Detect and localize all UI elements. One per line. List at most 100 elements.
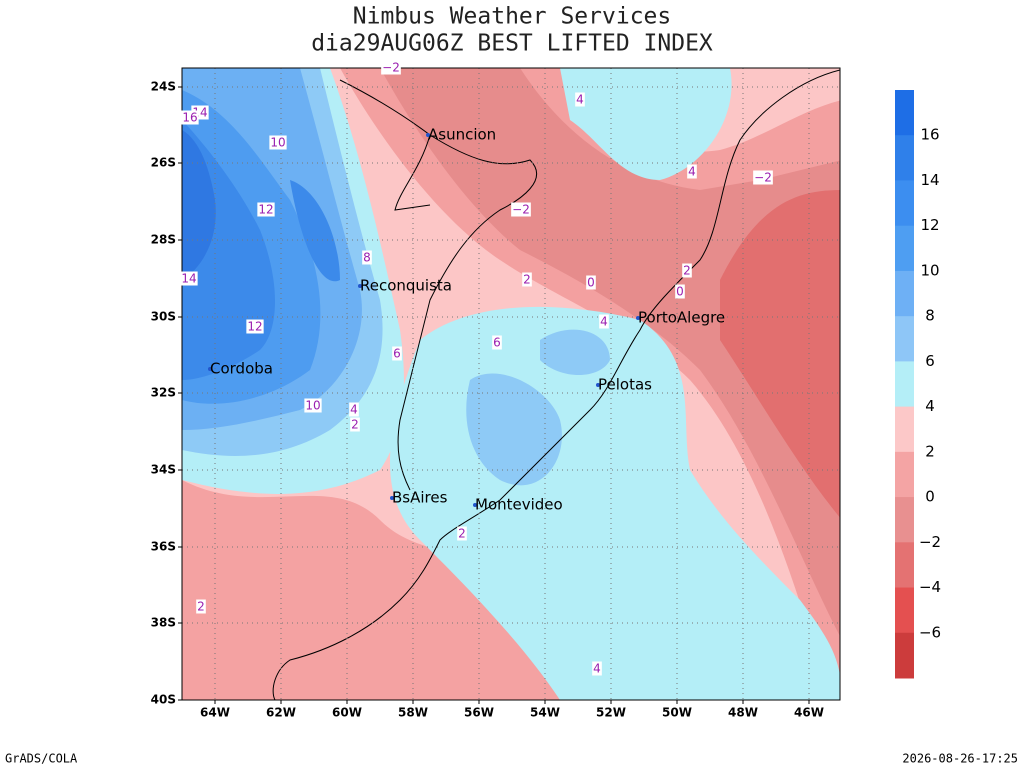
lon-label: 48W [728, 706, 758, 720]
contour-label-bg [257, 202, 275, 217]
contour-label-bg [381, 60, 401, 75]
lon-label: 54W [530, 706, 560, 720]
city-label: Asuncion [428, 126, 496, 144]
contour-label-bg [511, 202, 531, 217]
colorbar-label: 0 [925, 488, 935, 506]
contour-label: 14 [181, 272, 196, 286]
contour-label-bg [586, 275, 596, 290]
contour-label: 10 [305, 399, 320, 413]
colorbar-label: −6 [919, 623, 941, 641]
footer-right: 2026-08-26-17:25 [902, 752, 1018, 766]
contour-label: −2 [512, 203, 530, 217]
contour-label-bg [269, 135, 287, 150]
contour-label: 6 [493, 336, 501, 350]
lon-label: 62W [266, 706, 296, 720]
colorbar-swatch [895, 542, 914, 589]
contour-label: 4 [350, 403, 358, 417]
contour-label: 12 [247, 320, 262, 334]
lon-label: 60W [332, 706, 362, 720]
city-label: BsAires [392, 489, 448, 507]
contour-label: 6 [393, 347, 401, 361]
city-dot [208, 367, 212, 371]
colorbar-label: −4 [919, 578, 941, 596]
colorbar-label: 2 [925, 442, 935, 460]
contour-label: 0 [676, 285, 684, 299]
lat-label: 30S [151, 310, 176, 324]
lat-label: 28S [151, 233, 176, 247]
contour-label-bg [196, 599, 206, 614]
lon-label: 64W [200, 706, 230, 720]
city-dot [473, 503, 477, 507]
contour-label: 4 [600, 315, 608, 329]
colorbar-label: 8 [925, 307, 935, 325]
contour-label-bg [350, 417, 360, 432]
contour-label-bg [246, 319, 264, 334]
contour-label-bg [492, 335, 502, 350]
title: Nimbus Weather Services [353, 4, 672, 30]
city-dot [596, 383, 600, 387]
contour-label-bg [592, 661, 602, 676]
colorbar-swatch [895, 497, 914, 543]
contour-label: 16 [182, 111, 197, 125]
lon-label: 50W [662, 706, 692, 720]
contour-label-bg [687, 164, 697, 179]
contour-label-bg [349, 402, 359, 417]
city-dot [426, 133, 430, 137]
city-label: Reconquista [360, 277, 452, 295]
city-dot [390, 496, 394, 500]
colorbar-label: 10 [920, 261, 939, 279]
lat-label: 26S [151, 156, 176, 170]
contour-label: 0 [587, 276, 595, 290]
contour-label: 2 [197, 600, 205, 614]
map-frame [181, 67, 841, 701]
colorbar-label: 4 [925, 397, 935, 415]
colorbar-swatch [895, 406, 914, 453]
contour-label: 2 [351, 418, 359, 432]
city-dot [358, 284, 362, 288]
colorbar-swatch [895, 90, 914, 136]
contour-label-bg [392, 346, 402, 361]
lon-label: 56W [464, 706, 494, 720]
city-label: Pelotas [598, 376, 652, 394]
map-fill [182, 68, 840, 700]
colorbar-swatch [895, 135, 914, 181]
colorbar-label: 14 [920, 171, 939, 189]
lat-label: 34S [151, 463, 176, 477]
contour-label-bg [457, 526, 467, 541]
contour-label-bg [599, 314, 609, 329]
lat-label: 40S [151, 693, 176, 707]
contour-label: 4 [688, 165, 696, 179]
contour-label: 4 [576, 93, 584, 107]
colorbar-label: −2 [919, 533, 941, 551]
contour-label: 2 [458, 527, 466, 541]
colorbar-label: 12 [920, 216, 939, 234]
contour-label: 2 [523, 273, 531, 287]
colorbar-swatch [895, 270, 914, 317]
lat-label: 32S [151, 386, 176, 400]
lon-label: 52W [596, 706, 626, 720]
graticule [182, 68, 840, 700]
footer-left: GrADS/COLA [5, 752, 78, 766]
lon-label: 46W [794, 706, 824, 720]
contour-label-bg [675, 284, 685, 299]
colorbar-swatch [895, 451, 914, 498]
colorbar-swatch [895, 587, 914, 634]
colorbar-swatch [895, 632, 914, 679]
colorbar-label: 6 [925, 352, 935, 370]
contour-label-bg [682, 263, 692, 278]
colorbar-swatch [895, 361, 914, 408]
colorbar-swatch [895, 225, 914, 272]
colorbar-label: 16 [920, 126, 939, 144]
contour-label: 12 [258, 203, 273, 217]
lon-label: 58W [398, 706, 428, 720]
contour-label-bg [522, 272, 532, 287]
contour-label-bg [575, 92, 585, 107]
contour-label: −2 [382, 61, 400, 75]
lat-label: 38S [151, 616, 176, 630]
city-label: Cordoba [210, 360, 273, 378]
contour-label: −2 [754, 171, 772, 185]
contour-label-bg [753, 170, 773, 185]
subtitle: dia29AUG06Z BEST LIFTED INDEX [311, 31, 713, 57]
contour-label: 10 [270, 136, 285, 150]
